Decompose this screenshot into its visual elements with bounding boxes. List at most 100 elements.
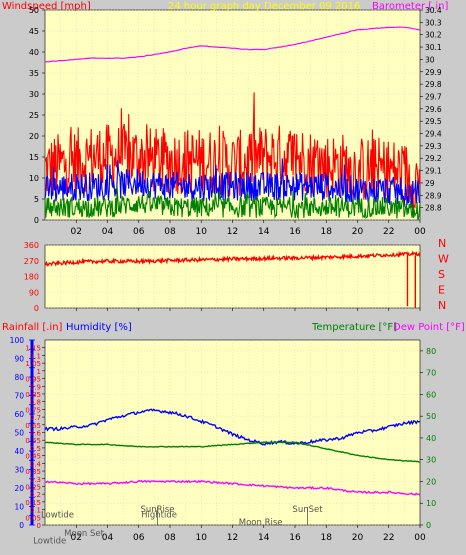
x-tick-label-14: 14 <box>258 533 270 543</box>
rain-tick-0.85: 0.85 <box>25 391 41 399</box>
windspeed-tick-45: 45 <box>29 27 39 36</box>
humidity-tick-70: 70 <box>14 392 24 401</box>
windspeed-tick-40: 40 <box>29 48 39 57</box>
barometer-tick-30.1: 30.1 <box>425 43 442 52</box>
rain-tick-0.05: 0.05 <box>25 514 41 522</box>
x-tick-label-18: 18 <box>321 227 333 237</box>
series-temperature <box>44 441 421 463</box>
x-tick-label-04: 04 <box>102 227 114 237</box>
barometer-tick-29.7: 29.7 <box>425 92 442 101</box>
compass-label-S: S <box>438 268 445 281</box>
compass-label-W: W <box>438 253 449 266</box>
humidity-tick-30: 30 <box>14 466 24 475</box>
rain-tick-0.5: 0.5 <box>30 445 41 453</box>
windspeed-tick-5: 5 <box>34 195 39 204</box>
barometer-tick-29.6: 29.6 <box>425 105 442 114</box>
x-tick-label-16: 16 <box>289 533 301 543</box>
barometer-tick-30.4: 30.4 <box>425 6 442 15</box>
direction-tick-0: 0 <box>34 304 39 313</box>
x-tick-label-14: 14 <box>258 227 270 237</box>
barometer-tick-29.1: 29.1 <box>425 167 442 176</box>
humidity-tick-40: 40 <box>14 447 24 456</box>
x-tick-label-12: 12 <box>227 533 238 543</box>
direction-tick-270: 270 <box>24 257 39 266</box>
x-tick-label-10: 10 <box>196 533 208 543</box>
x-tick-label-08: 08 <box>164 227 176 237</box>
rain-tick-0.45: 0.45 <box>25 453 41 461</box>
humidity-tick-0: 0 <box>19 521 24 530</box>
barometer-tick-30.2: 30.2 <box>425 31 442 40</box>
humidity-tick-80: 80 <box>14 373 24 382</box>
humidity-axis-title: Humidity [%] <box>66 322 132 333</box>
x-tick-label-00: 00 <box>414 533 426 543</box>
annotation-6: Lowtide <box>33 537 66 547</box>
compass-label-N: N <box>438 299 446 312</box>
x-tick-label-06: 06 <box>133 533 145 543</box>
rain-tick-0.2: 0.2 <box>30 491 41 499</box>
x-tick-label-22: 22 <box>383 227 394 237</box>
x-tick-label-20: 20 <box>352 533 364 543</box>
x-tick-label-08: 08 <box>164 533 176 543</box>
x-tick-label-00: 00 <box>414 227 426 237</box>
rain-tick-0.25: 0.25 <box>25 483 41 491</box>
x-tick-label-02: 02 <box>71 227 82 237</box>
direction-tick-90: 90 <box>29 288 39 297</box>
rain-tick-0.3: 0.3 <box>30 476 41 484</box>
barometer-axis-title: Barometer [.in] <box>372 1 448 12</box>
humidity-tick-60: 60 <box>14 410 24 419</box>
barometer-tick-29.9: 29.9 <box>425 68 442 77</box>
rain-tick-0.65: 0.65 <box>25 422 41 430</box>
rain-tick-0: 0 <box>37 522 41 530</box>
dewpoint-axis-title: Dew Point [°F] <box>393 322 465 333</box>
direction-tick-180: 180 <box>24 273 39 282</box>
barometer-tick-29.8: 29.8 <box>425 80 442 89</box>
barometer-tick-29.4: 29.4 <box>425 130 442 139</box>
x-tick-label-22: 22 <box>383 533 394 543</box>
barometer-tick-29.2: 29.2 <box>425 154 442 163</box>
windspeed-tick-15: 15 <box>29 153 39 162</box>
series-direction <box>44 250 421 267</box>
rain-tick-0.15: 0.15 <box>25 499 41 507</box>
rain-tick-1.1: 1.1 <box>30 352 41 360</box>
x-tick-label-16: 16 <box>289 227 301 237</box>
temp-tick-40: 40 <box>426 434 436 443</box>
windspeed-tick-30: 30 <box>29 90 39 99</box>
series-avg <box>44 158 421 208</box>
rain-tick-0.1: 0.1 <box>30 507 41 515</box>
direction-tick-360: 360 <box>24 241 39 250</box>
temp-tick-70: 70 <box>426 369 436 378</box>
temp-tick-10: 10 <box>426 499 436 508</box>
rain-tick-0.6: 0.6 <box>30 430 42 438</box>
humidity-tick-10: 10 <box>14 503 24 512</box>
temp-tick-30: 30 <box>426 456 436 465</box>
rain-tick-1.15: 1.15 <box>25 345 41 353</box>
x-tick-label-06: 06 <box>133 227 145 237</box>
x-tick-label-04: 04 <box>102 533 114 543</box>
annotation-3: Hightide <box>141 511 177 521</box>
barometer-tick-30.3: 30.3 <box>425 18 442 27</box>
temperature-axis-title: Temperature [°F] <box>311 322 397 333</box>
temp-tick-50: 50 <box>426 412 436 421</box>
windspeed-axis-title: Windspeed [mph] <box>2 1 91 12</box>
barometer-tick-30: 30 <box>425 55 435 64</box>
rain-tick-1.05: 1.05 <box>25 360 41 368</box>
barometer-tick-28.8: 28.8 <box>425 204 442 213</box>
humidity-tick-90: 90 <box>14 355 24 364</box>
rain-tick-0.35: 0.35 <box>25 468 41 476</box>
windspeed-tick-20: 20 <box>29 132 39 141</box>
humidity-tick-50: 50 <box>14 429 24 438</box>
rain-tick-0.55: 0.55 <box>25 437 41 445</box>
windspeed-tick-25: 25 <box>29 111 39 120</box>
rain-tick-0.75: 0.75 <box>25 406 41 414</box>
x-tick-label-02: 02 <box>71 533 82 543</box>
barometer-tick-28.9: 28.9 <box>425 191 442 200</box>
rain-tick-0.9: 0.9 <box>30 383 41 391</box>
graph-title: 24 hour graph day December 09 2016 <box>168 1 360 12</box>
series-humidity <box>44 408 421 446</box>
x-tick-label-10: 10 <box>196 227 208 237</box>
temp-tick-60: 60 <box>426 390 436 399</box>
compass-label-E: E <box>438 284 445 297</box>
humidity-tick-100: 100 <box>10 336 25 345</box>
